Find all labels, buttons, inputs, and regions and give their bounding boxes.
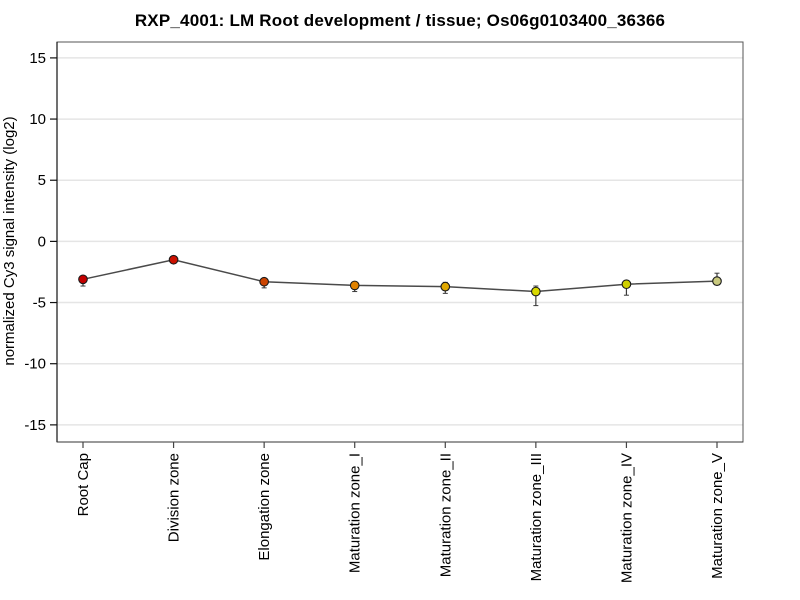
x-category-label: Maturation zone_II xyxy=(437,453,454,577)
data-point xyxy=(259,276,269,287)
y-tick-label: -5 xyxy=(33,295,46,312)
plot-area: 15 10 5 0 -5 -10 -15 Root Cap Division zone Elong… xyxy=(24,41,744,583)
y-axis-label: normalized Cy3 signal intensity (log2) xyxy=(1,116,18,365)
data-point xyxy=(349,280,360,291)
x-category-label: Maturation zone_V xyxy=(709,453,726,579)
data-point xyxy=(621,279,632,290)
y-tick-label: 10 xyxy=(29,111,46,128)
y-tick-label: 15 xyxy=(29,50,46,67)
data-point xyxy=(440,281,451,292)
chart-title: RXP_4001: LM Root development / tissue; … xyxy=(134,11,666,30)
x-category-label: Division zone xyxy=(166,453,183,542)
data-point xyxy=(531,286,541,297)
data-point xyxy=(78,274,88,285)
x-category-label: Maturation zone_IV xyxy=(618,453,635,583)
y-tick-label: -10 xyxy=(24,356,46,373)
data-point xyxy=(168,254,179,265)
series-line xyxy=(82,258,718,293)
x-category-label: Maturation zone_I xyxy=(347,453,364,573)
x-category-label: Elongation zone xyxy=(256,453,273,561)
y-tick-label: 5 xyxy=(38,172,46,189)
y-tick-label: 0 xyxy=(38,233,46,250)
y-tick-label: -15 xyxy=(24,417,46,434)
x-category-label: Root Cap xyxy=(75,453,92,516)
data-point xyxy=(712,276,722,286)
x-category-label: Maturation zone_III xyxy=(528,453,545,581)
